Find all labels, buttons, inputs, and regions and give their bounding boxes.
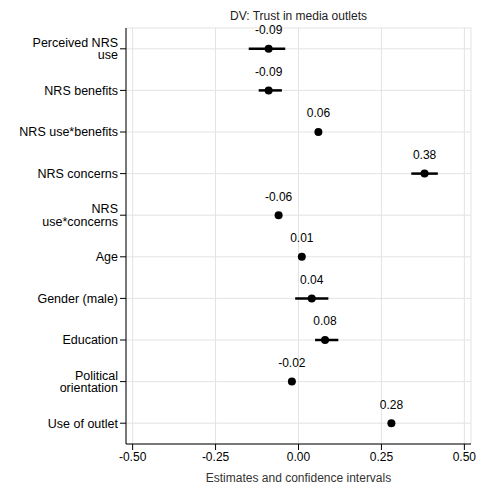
svg-text:NRS benefits: NRS benefits [44, 84, 118, 98]
svg-text:-0.02: -0.02 [278, 356, 306, 370]
svg-text:0.06: 0.06 [307, 106, 331, 120]
svg-text:0.38: 0.38 [413, 148, 437, 162]
svg-text:0.04: 0.04 [300, 273, 324, 287]
svg-text:Estimates and confidence inter: Estimates and confidence intervals [206, 471, 391, 485]
svg-text:0.28: 0.28 [380, 398, 404, 412]
svg-text:NRS use*benefits: NRS use*benefits [19, 125, 118, 139]
svg-text:Perceived NRSuse: Perceived NRSuse [33, 36, 118, 63]
svg-text:Gender (male): Gender (male) [37, 292, 118, 306]
svg-text:Politicalorientation: Politicalorientation [60, 369, 118, 396]
svg-text:0.25: 0.25 [370, 450, 394, 464]
svg-text:-0.09: -0.09 [255, 65, 283, 79]
html-text:DV: Trust in media outlets: DV: Trust in media outlets [230, 9, 367, 23]
svg-text:-0.25: -0.25 [202, 450, 230, 464]
svg-text:NRSuse*concerns: NRSuse*concerns [42, 202, 118, 229]
svg-text:-0.06: -0.06 [265, 190, 293, 204]
svg-text:Use of outlet: Use of outlet [48, 417, 119, 431]
svg-text:Age: Age [96, 250, 118, 264]
svg-text:0.00: 0.00 [287, 450, 311, 464]
svg-text:0.01: 0.01 [290, 231, 314, 245]
svg-text:NRS concerns: NRS concerns [37, 167, 118, 181]
svg-text:0.50: 0.50 [453, 450, 477, 464]
svg-text:-0.50: -0.50 [119, 450, 147, 464]
svg-text:0.08: 0.08 [313, 314, 337, 328]
svg-text:-0.09: -0.09 [255, 24, 283, 37]
svg-text:Education: Education [62, 333, 118, 347]
